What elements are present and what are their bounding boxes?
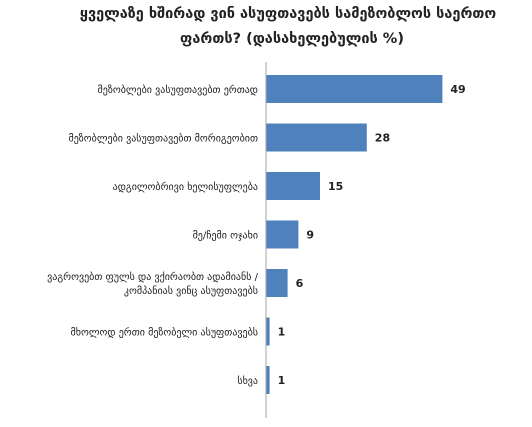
data-label: 15 [328,180,343,193]
bar [266,75,443,103]
data-label: 6 [296,277,304,290]
bar [266,220,299,249]
category-label: მხოლოდ ერთი მეზობელი ასუფთავებს [71,327,258,339]
category-label: მეზობლები ვასუფთავებთ მორიგეობით [69,133,259,145]
chart-title-line-2: ფართს? (დასახელებულის %) [180,31,404,47]
data-label: 9 [306,229,314,242]
bar [266,123,367,152]
category-label: კომპანიას ვინც ასუფთავებს [124,285,258,297]
category-label: ვაგროვებთ ფულს და ვქირაობთ ადამიანს / [47,271,258,283]
bar [266,172,320,200]
labels-layer: 49 მეზობლები ვასუფთავებთ ერთად 28 მეზობლები… [47,83,466,387]
category-label: მე/ჩემი ოჯახი [193,230,258,242]
data-label: 1 [278,374,286,387]
category-label: ადგილობრივი ხელისუფლება [113,181,258,193]
bar [266,317,270,346]
category-label: მეზობლები ვასუფთავებთ ერთად [98,84,258,96]
data-label: 1 [278,326,286,339]
chart-title-line-1: ყველაზე ხშირად ვინ ასუფთავებს სამეზობლოს… [79,6,497,22]
data-label: 49 [450,83,465,96]
bar [266,269,288,297]
data-label: 28 [375,132,390,145]
bars-layer [266,75,443,394]
category-label: სხვა [237,375,258,387]
bar [266,366,270,394]
